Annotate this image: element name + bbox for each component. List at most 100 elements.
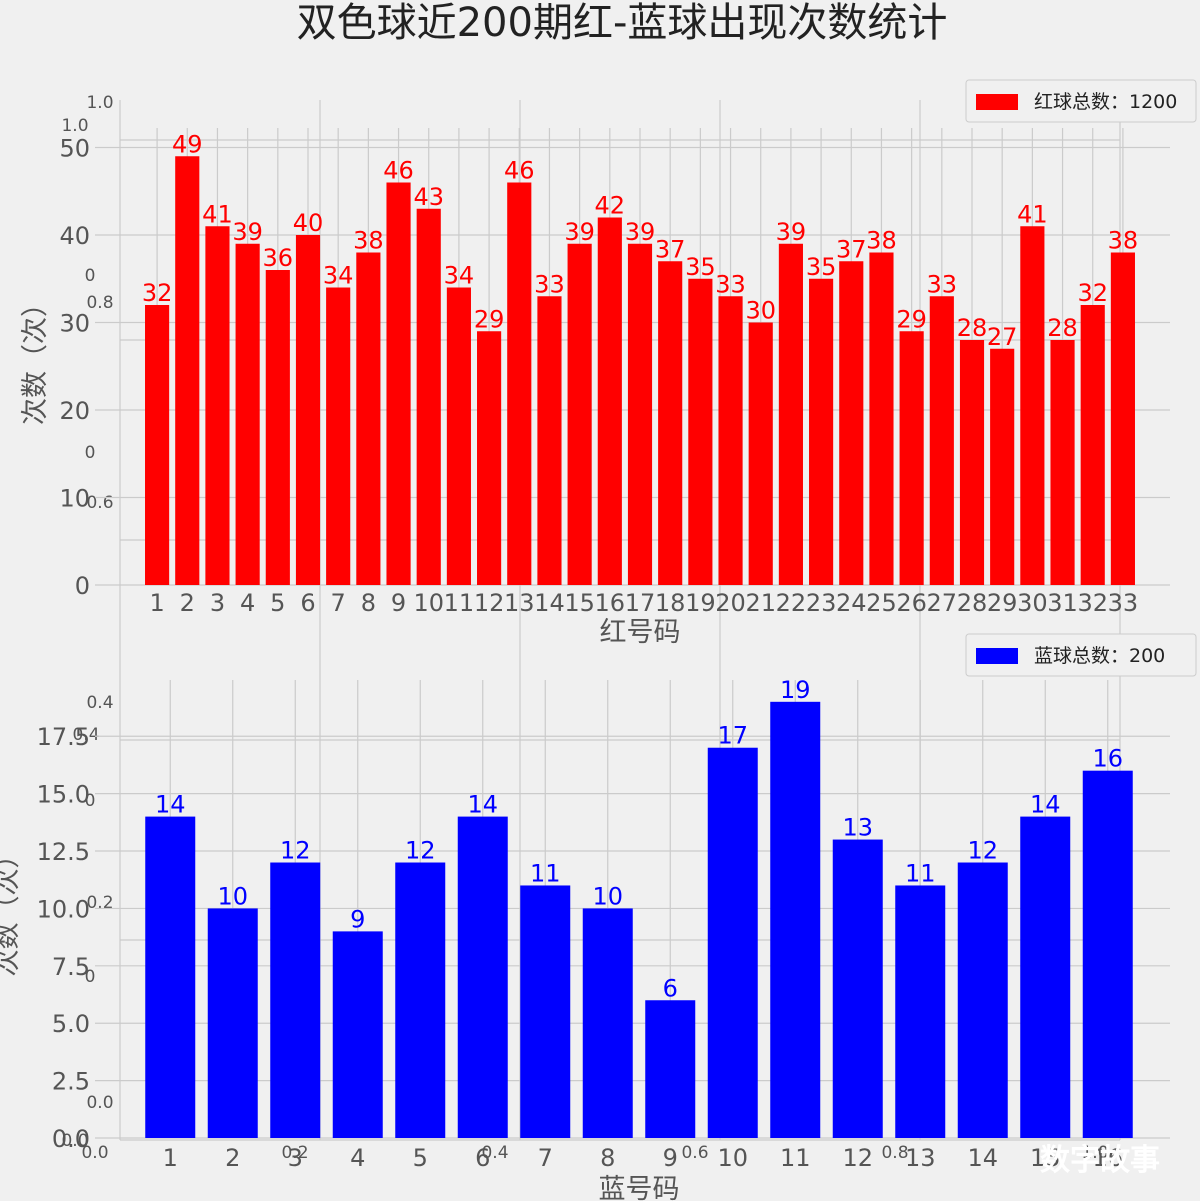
x-tick-label: 12	[842, 1144, 873, 1172]
bar	[832, 839, 883, 1138]
x-tick-label: 5	[270, 589, 285, 617]
bar	[899, 331, 924, 585]
data-label: 36	[263, 244, 294, 272]
watermark: 数字故事	[1040, 1143, 1160, 1178]
x-axis-label: 红号码	[600, 617, 681, 648]
x-tick-label: 15	[1030, 1144, 1061, 1172]
bar	[957, 862, 1008, 1138]
y-tick-label: 12.5	[37, 838, 90, 866]
x-tick-label: 33	[1108, 589, 1139, 617]
x-tick-label: 9	[391, 589, 406, 617]
x-tick-label: 6	[475, 1144, 490, 1172]
data-label: 33	[927, 270, 958, 298]
background-tick-fragment: 0	[85, 443, 96, 463]
bar	[395, 862, 446, 1138]
x-tick-label: 25	[866, 589, 897, 617]
x-tick-label: 13	[905, 1144, 936, 1172]
bar	[457, 816, 508, 1138]
data-label: 43	[413, 183, 444, 211]
x-tick-label: 8	[361, 589, 376, 617]
data-label: 14	[155, 791, 186, 819]
data-label: 41	[1017, 200, 1048, 228]
bar	[520, 885, 571, 1138]
y-axis-label: 次数（次）	[0, 842, 23, 977]
x-tick-label: 18	[655, 589, 686, 617]
data-label: 49	[172, 130, 203, 158]
bar	[270, 862, 321, 1138]
data-label: 39	[625, 218, 656, 246]
data-label: 29	[896, 305, 927, 333]
bar	[477, 331, 502, 585]
y-tick-label: 0	[75, 572, 90, 600]
background-y-tick-label: 0.6	[86, 493, 113, 513]
background-tick-fragment: 0.4	[72, 725, 99, 745]
y-tick-label: 7.5	[52, 953, 90, 981]
data-label: 38	[353, 227, 384, 255]
bar	[929, 296, 954, 585]
bar	[770, 701, 821, 1138]
bar	[748, 322, 773, 585]
bar	[718, 296, 743, 585]
x-tick-label: 8	[600, 1144, 615, 1172]
legend-swatch	[976, 94, 1018, 110]
legend-swatch	[976, 648, 1018, 664]
bar	[839, 261, 864, 585]
bar	[645, 1000, 696, 1138]
data-label: 12	[280, 837, 311, 865]
data-label: 14	[467, 791, 498, 819]
bar	[707, 747, 758, 1138]
data-label: 11	[905, 859, 936, 887]
y-tick-label: 17.5	[37, 723, 90, 751]
bar	[869, 252, 894, 585]
background-x-tick-label: 0.4	[481, 1143, 508, 1163]
bar	[537, 296, 562, 585]
data-label: 28	[1047, 314, 1078, 342]
x-tick-label: 28	[957, 589, 988, 617]
bar	[1080, 305, 1105, 585]
bar	[265, 270, 290, 585]
x-tick-label: 19	[685, 589, 716, 617]
x-tick-label: 27	[927, 589, 958, 617]
x-tick-label: 3	[210, 589, 225, 617]
x-tick-label: 9	[663, 1144, 678, 1172]
x-tick-label: 20	[715, 589, 746, 617]
x-tick-label: 10	[717, 1144, 748, 1172]
y-axis-label: 次数（次）	[20, 290, 51, 425]
bar	[658, 261, 683, 585]
background-y-tick-label: 0.8	[86, 293, 113, 313]
data-label: 16	[1092, 745, 1123, 773]
x-tick-label: 10	[413, 589, 444, 617]
bar	[235, 243, 260, 585]
data-label: 37	[655, 235, 686, 263]
bar	[627, 243, 653, 585]
data-label: 13	[842, 814, 873, 842]
background-x-tick-label: 0.8	[881, 1143, 908, 1163]
x-tick-label: 7	[331, 589, 346, 617]
legend-box	[965, 79, 1197, 123]
y-tick-label: 30	[59, 310, 90, 338]
bar	[416, 208, 441, 585]
bar	[688, 278, 713, 585]
blue-ball-chart: 0.02.55.07.510.012.515.017.5141102123941…	[0, 633, 1197, 1201]
bar	[1020, 816, 1071, 1138]
data-label: 30	[745, 297, 776, 325]
x-tick-label: 29	[987, 589, 1018, 617]
data-label: 40	[293, 209, 324, 237]
x-tick-label: 1	[149, 589, 164, 617]
x-tick-label: 21	[745, 589, 776, 617]
y-tick-label: 20	[59, 397, 90, 425]
x-tick-label: 13	[504, 589, 535, 617]
x-tick-label: 14	[534, 589, 565, 617]
x-tick-label: 11	[780, 1144, 811, 1172]
data-label: 9	[350, 905, 365, 933]
bar	[332, 931, 383, 1138]
bar	[145, 816, 196, 1138]
y-tick-label: 5.0	[52, 1010, 90, 1038]
y-tick-label: 0.0	[52, 1125, 90, 1153]
x-tick-label: 16	[595, 589, 626, 617]
x-tick-label: 2	[180, 589, 195, 617]
background-x-tick-label: 0.2	[281, 1143, 308, 1163]
bar	[895, 885, 946, 1138]
bar	[386, 182, 411, 585]
